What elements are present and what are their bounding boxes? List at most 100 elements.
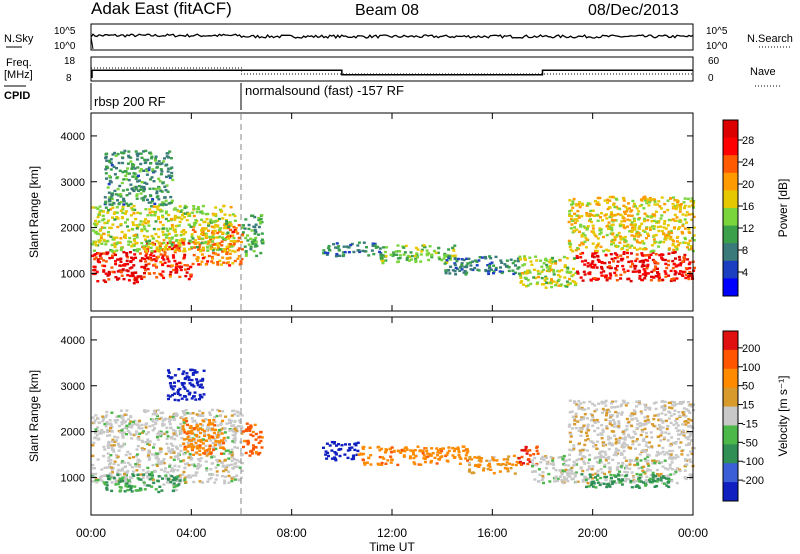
power-cell <box>571 206 575 209</box>
velocity-cell <box>613 421 617 424</box>
velocity-cell <box>135 448 139 451</box>
velocity-cell <box>673 442 677 445</box>
velocity-cell <box>167 369 170 372</box>
power-cell <box>180 230 184 234</box>
power-cell <box>598 227 602 230</box>
velocity-cell <box>676 424 680 427</box>
power-cell <box>231 249 235 253</box>
velocity-cell <box>376 462 380 465</box>
power-cell <box>494 255 498 259</box>
power-cell <box>667 259 671 263</box>
power-cell <box>635 248 639 251</box>
velocity-cell <box>630 471 634 474</box>
velocity-cell <box>673 401 677 404</box>
power-cell <box>667 274 671 277</box>
power-cell <box>218 235 221 238</box>
velocity-cell <box>120 423 124 426</box>
velocity-cell <box>566 472 570 475</box>
power-cell <box>144 254 148 257</box>
power-cell <box>240 240 243 244</box>
power-cell <box>152 258 156 261</box>
velocity-cell <box>233 446 237 449</box>
power-cell <box>209 244 213 247</box>
velocity-cell <box>227 481 231 484</box>
power-cell <box>128 251 132 254</box>
power-cell <box>614 274 618 277</box>
velocity-cell <box>126 450 130 454</box>
velocity-cell <box>213 443 217 447</box>
velocity-cell <box>136 473 140 476</box>
velocity-cell <box>689 431 693 434</box>
power-cell <box>145 240 149 243</box>
power-cell <box>152 205 156 208</box>
power-cell <box>357 241 361 244</box>
power-cell <box>170 199 174 202</box>
power-cell <box>651 249 655 252</box>
power-cell <box>573 212 577 215</box>
power-cell <box>191 237 195 240</box>
power-cell <box>220 209 224 212</box>
power-cell <box>622 268 626 271</box>
power-cell <box>499 266 502 269</box>
power-cell <box>94 206 98 209</box>
velocity-cell <box>110 446 114 449</box>
velocity-cell <box>615 415 619 418</box>
power-cell <box>165 255 169 258</box>
velocity-cell <box>173 455 177 458</box>
velocity-cell <box>179 477 183 480</box>
power-cell <box>528 256 532 259</box>
power-cell <box>167 237 171 240</box>
velocity-cell <box>683 420 687 423</box>
velocity-cell <box>637 486 641 489</box>
power-cell <box>132 282 136 285</box>
power-cell <box>594 235 598 238</box>
power-cell <box>675 205 679 209</box>
velocity-cell <box>688 411 692 414</box>
velocity-cell <box>672 413 676 416</box>
velocity-cell <box>614 450 618 454</box>
power-cell <box>648 226 652 229</box>
power-cell <box>507 269 511 273</box>
velocity-cell <box>573 463 577 466</box>
power-cell <box>115 206 119 209</box>
velocity-cell <box>198 427 202 431</box>
velocity-cell <box>233 433 237 437</box>
power-cell <box>591 209 595 212</box>
power-cell <box>142 169 145 172</box>
velocity-cell <box>109 459 113 462</box>
velocity-cell <box>183 476 187 480</box>
power-cell <box>169 167 172 170</box>
velocity-cell <box>184 462 188 466</box>
velocity-cell <box>220 432 224 435</box>
power-cell <box>173 214 177 218</box>
power-cell <box>615 279 619 282</box>
power-colorbar-tick-label: 20 <box>742 179 754 191</box>
power-cell <box>449 258 452 261</box>
velocity-cell <box>213 481 217 484</box>
power-cell <box>622 224 625 227</box>
velocity-cell <box>332 442 336 445</box>
power-cell <box>174 224 178 228</box>
power-cell <box>214 214 218 218</box>
velocity-cell <box>681 411 685 414</box>
power-cell <box>130 167 134 170</box>
power-cell <box>144 221 148 225</box>
power-cell <box>607 221 611 224</box>
velocity-cell <box>108 429 111 433</box>
velocity-cell <box>346 456 350 460</box>
velocity-cell <box>165 437 169 441</box>
power-cell <box>574 271 578 275</box>
power-cell <box>105 159 109 162</box>
power-cell <box>419 260 423 263</box>
velocity-cell <box>217 435 221 439</box>
power-cell <box>183 249 187 253</box>
power-cell <box>645 267 649 270</box>
velocity-cell <box>225 464 229 467</box>
power-cell <box>604 276 607 279</box>
power-cell <box>630 214 634 217</box>
velocity-cell <box>392 449 396 453</box>
power-cell <box>420 250 424 253</box>
power-cell <box>157 177 161 180</box>
power-cell <box>656 203 660 206</box>
